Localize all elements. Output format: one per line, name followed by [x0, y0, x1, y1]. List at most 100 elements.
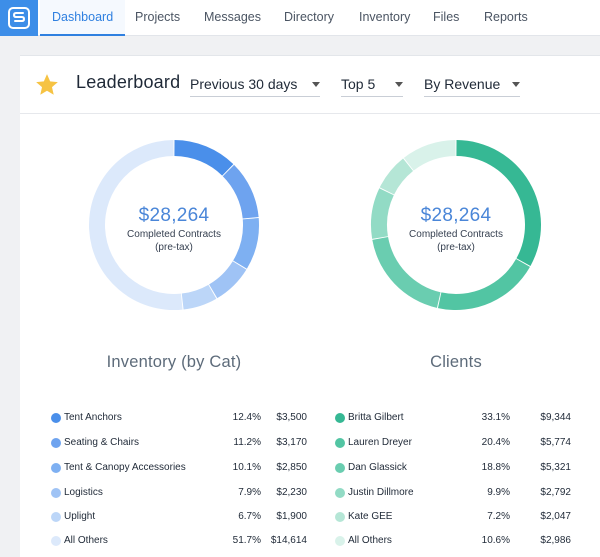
tab-reports[interactable]: Reports	[484, 10, 528, 24]
legend-percent: 9.9%	[487, 487, 510, 498]
inventory-slice-3[interactable]	[233, 218, 259, 269]
inventory-subtitle-line1: Completed Contracts	[127, 229, 221, 240]
legend-dot	[51, 536, 61, 546]
inventory-donut-chart	[89, 140, 259, 310]
inventory-subtitle-line2: (pre-tax)	[155, 242, 193, 253]
period-dropdown[interactable]: Previous 30 days	[190, 73, 320, 97]
inventory-slice-6[interactable]	[89, 140, 183, 310]
legend-percent: 12.4%	[232, 412, 261, 423]
list-item[interactable]: Dan Glassick 18.8% $5,321	[335, 460, 590, 476]
inventory-slice-2[interactable]	[222, 164, 259, 219]
legend-percent: 7.9%	[238, 487, 261, 498]
legend-label: Kate GEE	[348, 511, 393, 522]
clients-donut-chart	[371, 140, 541, 310]
clients-slice-1[interactable]	[456, 140, 541, 266]
inventory-slice-5[interactable]	[181, 284, 217, 310]
list-item[interactable]: Logistics 7.9% $2,230	[51, 485, 307, 501]
legend-amount: $2,230	[276, 487, 307, 498]
app-logo-icon[interactable]	[0, 0, 38, 36]
legend-dot	[51, 413, 61, 423]
legend-label: All Others	[348, 535, 392, 546]
legend-label: Dan Glassick	[348, 462, 407, 473]
clients-slice-4[interactable]	[371, 188, 394, 239]
star-icon	[36, 74, 58, 95]
list-item[interactable]: Lauren Dreyer 20.4% $5,774	[335, 435, 590, 451]
leaderboard-card: Leaderboard Previous 30 days Top 5 By Re…	[20, 55, 600, 557]
legend-label: Justin Dillmore	[348, 487, 414, 498]
legend-label: Tent Anchors	[64, 412, 122, 423]
clients-center-label: $28,264 Completed Contracts (pre-tax)	[381, 205, 531, 253]
legend-amount: $2,047	[540, 511, 571, 522]
tab-projects[interactable]: Projects	[135, 10, 181, 24]
legend-dot	[335, 512, 345, 522]
legend-percent: 11.2%	[233, 437, 261, 448]
clients-section-title: Clients	[430, 353, 482, 371]
list-item[interactable]: Britta Gilbert 33.1% $9,344	[335, 410, 590, 426]
tab-directory[interactable]: Directory	[284, 10, 335, 24]
sort-dropdown[interactable]: By Revenue	[424, 73, 520, 97]
tab-files[interactable]: Files	[433, 10, 460, 24]
tab-inventory[interactable]: Inventory	[359, 10, 411, 24]
legend-percent: 18.8%	[481, 462, 510, 473]
legend-percent: 7.2%	[487, 511, 510, 522]
inventory-slice-1[interactable]	[174, 140, 234, 176]
legend-percent: 20.4%	[481, 437, 510, 448]
list-item[interactable]: Tent & Canopy Accessories 10.1% $2,850	[51, 460, 307, 476]
top-nav: Dashboard Projects Messages Directory In…	[0, 0, 600, 36]
legend-amount: $5,774	[540, 437, 571, 448]
clients-slice-5[interactable]	[379, 158, 414, 195]
legend-label: Uplight	[64, 511, 96, 522]
top-dropdown-value: Top 5	[341, 76, 376, 92]
legend-amount: $1,900	[276, 511, 307, 522]
legend-dot	[335, 536, 345, 546]
clients-subtitle-line1: Completed Contracts	[409, 229, 503, 240]
period-dropdown-value: Previous 30 days	[190, 76, 298, 92]
tab-messages[interactable]: Messages	[204, 10, 261, 24]
legend-label: Britta Gilbert	[348, 412, 404, 423]
list-item[interactable]: All Others 10.6% $2,986	[335, 533, 590, 549]
legend-dot	[51, 488, 61, 498]
page-title: Leaderboard	[76, 72, 181, 92]
legend-label: All Others	[64, 535, 108, 546]
legend-dot	[335, 488, 345, 498]
legend-dot	[51, 512, 61, 522]
chevron-down-icon	[512, 82, 520, 87]
legend-dot	[335, 413, 345, 423]
legend-label: Seating & Chairs	[64, 437, 140, 448]
tab-dashboard[interactable]: Dashboard	[40, 0, 126, 36]
sort-dropdown-value: By Revenue	[424, 76, 501, 92]
legend-amount: $14,614	[270, 535, 307, 546]
legend-dot	[335, 463, 345, 473]
list-item[interactable]: Tent Anchors 12.4% $3,500	[51, 410, 307, 426]
legend-amount: $3,500	[276, 412, 307, 423]
legend-amount: $2,986	[540, 535, 571, 546]
clients-slice-2[interactable]	[437, 258, 530, 310]
list-item[interactable]: Seating & Chairs 11.2% $3,170	[51, 435, 307, 451]
clients-slice-3[interactable]	[372, 237, 441, 308]
legend-dot	[51, 463, 61, 473]
legend-label: Logistics	[64, 487, 103, 498]
list-item[interactable]: All Others 51.7% $14,614	[51, 533, 307, 549]
legend-amount: $2,850	[276, 462, 307, 473]
list-item[interactable]: Uplight 6.7% $1,900	[51, 509, 307, 525]
legend-percent: 51.7%	[232, 535, 261, 546]
list-item[interactable]: Justin Dillmore 9.9% $2,792	[335, 485, 590, 501]
card-header: Leaderboard Previous 30 days Top 5 By Re…	[20, 56, 600, 114]
top-dropdown[interactable]: Top 5	[341, 73, 403, 97]
inventory-section-title: Inventory (by Cat)	[106, 353, 242, 371]
legend-amount: $2,792	[540, 487, 571, 498]
legend-dot	[51, 438, 61, 448]
legend-percent: 10.1%	[232, 462, 261, 473]
inventory-total: $28,264	[138, 205, 210, 226]
inventory-slice-4[interactable]	[209, 261, 247, 299]
legend-label: Tent & Canopy Accessories	[64, 462, 186, 473]
legend-percent: 6.7%	[238, 511, 261, 522]
legend-percent: 33.1%	[481, 412, 510, 423]
clients-slice-6[interactable]	[403, 140, 456, 171]
list-item[interactable]: Kate GEE 7.2% $2,047	[335, 509, 590, 525]
chevron-down-icon	[312, 82, 320, 87]
legend-dot	[335, 438, 345, 448]
legend-amount: $3,170	[276, 437, 307, 448]
clients-subtitle-line2: (pre-tax)	[437, 242, 475, 253]
legend-percent: 10.6%	[481, 535, 510, 546]
